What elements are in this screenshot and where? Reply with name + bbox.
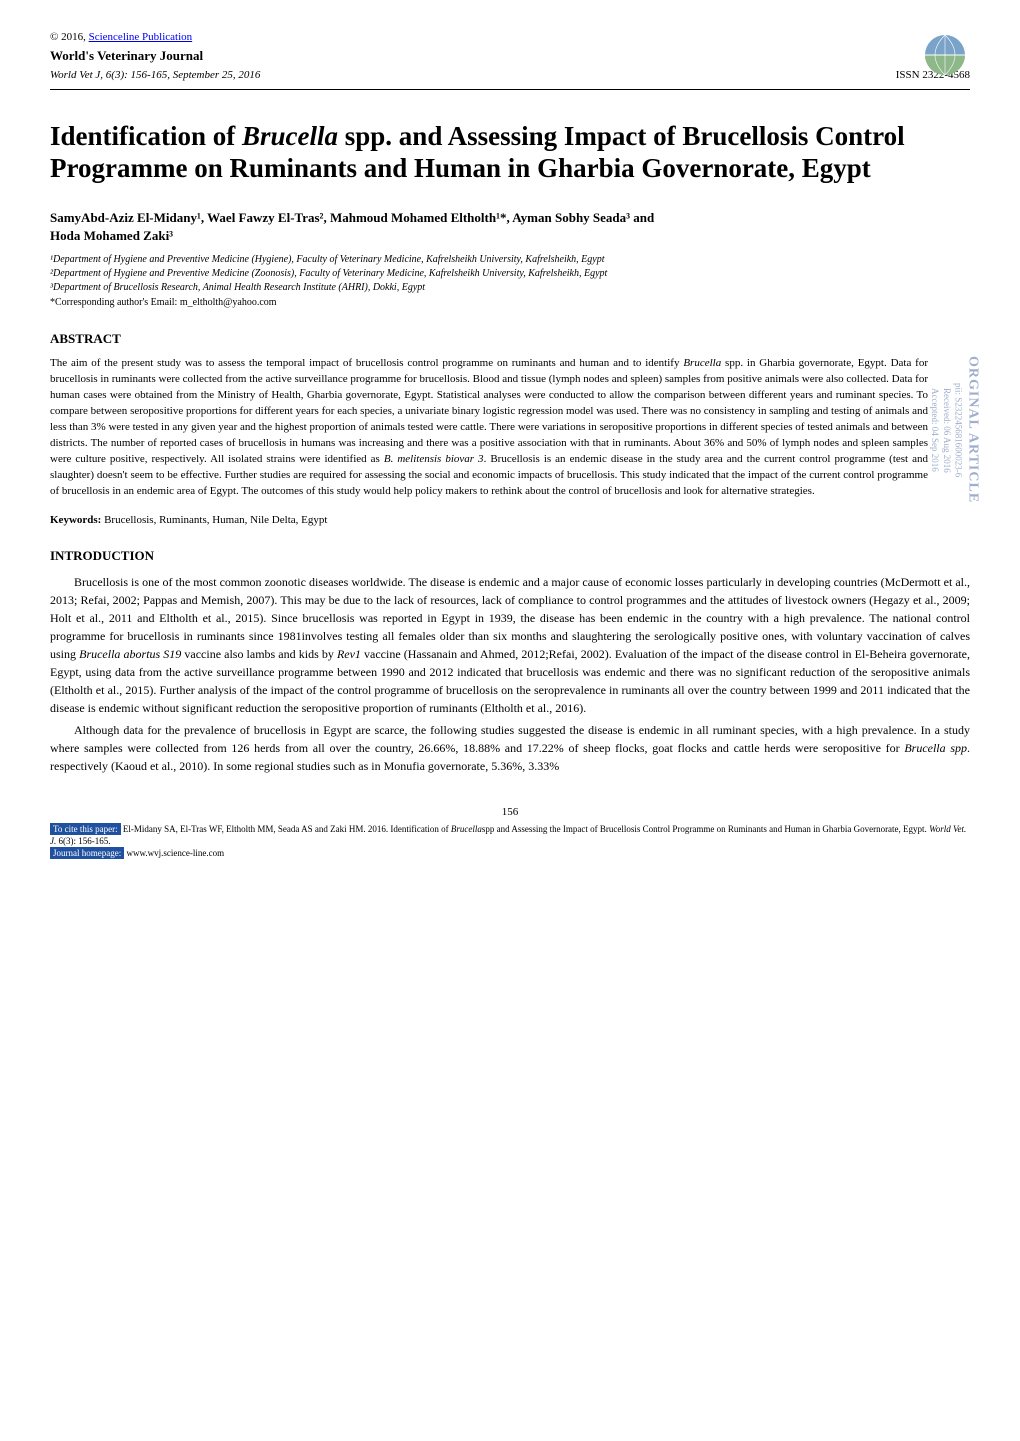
keywords-line: Keywords: Brucellosis, Ruminants, Human,… bbox=[50, 513, 970, 528]
citation-footer: To cite this paper: El-Midany SA, El-Tra… bbox=[50, 824, 970, 859]
article-sidebar: ORGINAL ARTICLE pii: S232245681600023-6 … bbox=[940, 356, 970, 503]
affiliation: ³Department of Brucellosis Research, Ani… bbox=[50, 281, 970, 294]
cite-text: El-Midany SA, El-Tras WF, Eltholth MM, S… bbox=[50, 824, 966, 846]
introduction-heading: INTRODUCTION bbox=[50, 547, 970, 565]
keywords-text: Brucellosis, Ruminants, Human, Nile Delt… bbox=[101, 514, 327, 526]
affiliations-block: ¹Department of Hygiene and Preventive Me… bbox=[50, 253, 970, 294]
keywords-label: Keywords: bbox=[50, 514, 101, 526]
sidebar-pii: pii: S232245681600023-6 bbox=[952, 383, 964, 477]
journal-name: World's Veterinary Journal bbox=[50, 47, 970, 65]
header-divider bbox=[50, 89, 970, 90]
authors: SamyAbd-Aziz El-Midany¹, Wael Fawzy El-T… bbox=[50, 209, 970, 245]
affiliation: ¹Department of Hygiene and Preventive Me… bbox=[50, 253, 970, 266]
homepage-url: www.wvj.science-line.com bbox=[124, 848, 224, 858]
affiliation: ²Department of Hygiene and Preventive Me… bbox=[50, 267, 970, 280]
intro-paragraph: Brucellosis is one of the most common zo… bbox=[50, 573, 970, 717]
abstract-heading: ABSTRACT bbox=[50, 330, 970, 348]
intro-paragraph: Although data for the prevalence of bruc… bbox=[50, 721, 970, 775]
scienceline-link[interactable]: Scienceline Publication bbox=[89, 31, 193, 43]
journal-logo bbox=[920, 30, 970, 80]
corresponding-author: *Corresponding author's Email: m_eltholt… bbox=[50, 296, 970, 310]
homepage-label: Journal homepage: bbox=[50, 847, 124, 859]
sidebar-received: Received: 06 Aug 2016 bbox=[940, 388, 952, 473]
copyright-line: © 2016, Scienceline Publication bbox=[50, 30, 970, 45]
cite-label: To cite this paper: bbox=[50, 823, 121, 835]
article-title: Identification of Brucella spp. and Asse… bbox=[50, 120, 970, 185]
sidebar-article-type: ORGINAL ARTICLE bbox=[963, 356, 981, 503]
page-number: 156 bbox=[50, 805, 970, 820]
sidebar-accepted: Accepted: 04 Sep 2016 bbox=[928, 388, 940, 472]
abstract-text: The aim of the present study was to asse… bbox=[50, 356, 928, 503]
journal-issue-info: World Vet J, 6(3): 156-165, September 25… bbox=[50, 68, 260, 83]
